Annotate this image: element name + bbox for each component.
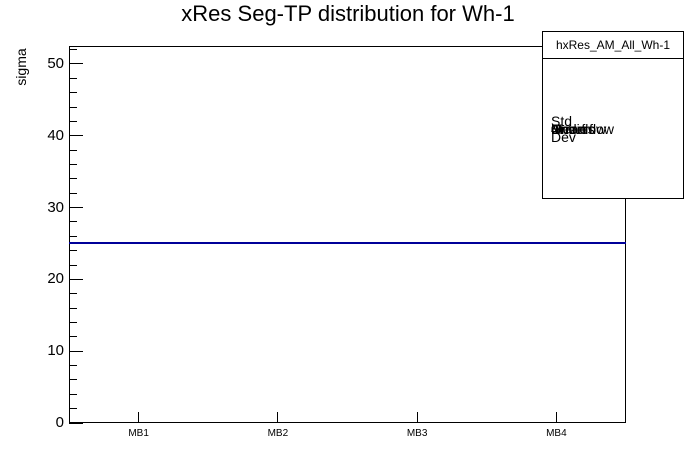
y-axis-tick-label: 20 bbox=[47, 270, 64, 288]
y-axis-minor-tick bbox=[69, 235, 77, 237]
x-axis-category-label: MB2 bbox=[267, 428, 289, 439]
y-axis-tick bbox=[69, 63, 83, 65]
histogram-line-segment bbox=[347, 242, 487, 245]
y-axis-minor-tick bbox=[69, 379, 77, 381]
y-axis-tick-label: 50 bbox=[47, 54, 64, 72]
stats-row-label: Overflow bbox=[551, 121, 607, 137]
y-axis-minor-tick bbox=[69, 264, 77, 266]
chart-title: xRes Seg-TP distribution for Wh-1 bbox=[181, 1, 515, 26]
stats-row-value: 0 bbox=[551, 121, 559, 137]
stats-row-label: Std Dev bbox=[551, 113, 576, 145]
stats-rows: Entries 4 Mean 0 Std Dev 0 Underflow 0 Overflow 0 bbox=[543, 60, 683, 198]
y-axis-tick bbox=[69, 350, 83, 352]
y-axis-tick bbox=[69, 135, 83, 137]
stats-row-value: 4 bbox=[551, 121, 559, 137]
y-axis-tick-label: 30 bbox=[47, 198, 64, 216]
y-axis-minor-tick bbox=[69, 163, 77, 165]
x-axis-category-label: MB1 bbox=[128, 428, 149, 439]
y-axis-minor-tick bbox=[69, 192, 77, 194]
stats-row-label: Entries bbox=[551, 121, 595, 137]
plot-frame bbox=[69, 46, 626, 423]
stats-row-label: Underflow bbox=[551, 121, 615, 137]
y-axis-minor-tick bbox=[69, 106, 77, 108]
y-axis-tick bbox=[69, 422, 83, 424]
y-axis-minor-tick bbox=[69, 321, 77, 323]
stats-box-title: hxRes_AM_All_Wh-1 bbox=[543, 32, 683, 59]
x-axis-tick bbox=[416, 412, 418, 423]
y-axis-minor-tick bbox=[69, 178, 77, 180]
histogram-line-segment bbox=[486, 242, 626, 245]
y-axis-minor-tick bbox=[69, 307, 77, 309]
stats-row-value: 0 bbox=[551, 121, 559, 137]
y-axis-tick bbox=[69, 278, 83, 280]
y-axis-minor-tick bbox=[69, 393, 77, 395]
y-axis-minor-tick bbox=[69, 221, 77, 223]
y-axis-minor-tick bbox=[69, 120, 77, 122]
stats-row-value: 0 bbox=[551, 121, 559, 137]
y-axis-tick bbox=[69, 207, 83, 209]
histogram-line-segment bbox=[69, 242, 209, 245]
y-axis-tick-label: 40 bbox=[47, 126, 64, 144]
y-axis-minor-tick bbox=[69, 336, 77, 338]
x-axis-tick bbox=[555, 412, 557, 423]
y-axis-tick-label: 10 bbox=[47, 342, 64, 360]
y-axis-minor-tick bbox=[69, 408, 77, 410]
y-axis-tick-label: 0 bbox=[55, 414, 64, 431]
x-axis-tick bbox=[138, 412, 140, 423]
y-axis-minor-tick bbox=[69, 365, 77, 367]
stats-row-value: 0 bbox=[551, 121, 559, 137]
x-axis-category-label: MB4 bbox=[546, 428, 567, 439]
y-axis-minor-tick bbox=[69, 149, 77, 151]
histogram-line-segment bbox=[208, 242, 348, 245]
y-axis-minor-tick bbox=[69, 77, 77, 79]
y-axis-minor-tick bbox=[69, 293, 77, 295]
stats-box: hxRes_AM_All_Wh-1 Entries 4 Mean 0 Std Dev 0 U… bbox=[542, 31, 684, 199]
x-axis-tick bbox=[277, 412, 279, 423]
stats-row-label: Mean bbox=[551, 121, 587, 137]
y-axis-minor-tick bbox=[69, 250, 77, 252]
y-axis-minor-tick bbox=[69, 92, 77, 94]
x-axis-category-label: MB3 bbox=[406, 428, 428, 439]
y-axis-minor-tick bbox=[69, 49, 77, 51]
